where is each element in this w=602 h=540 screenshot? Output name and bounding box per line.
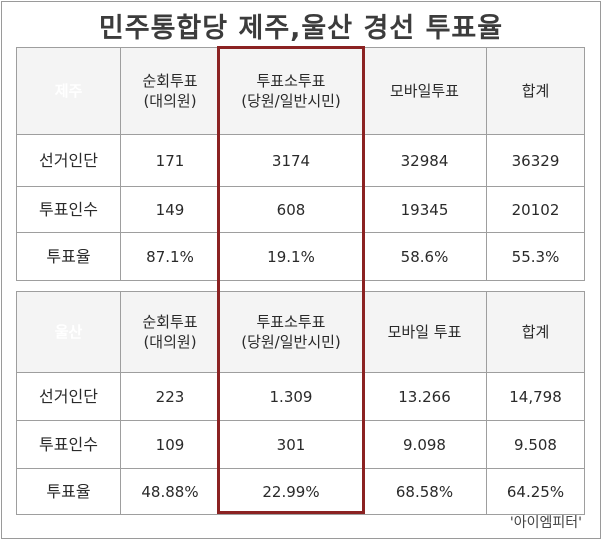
col-header-circuit-vote: 순회투표 (대의원)	[120, 291, 220, 373]
col-header-circuit-vote: 순회투표 (대의원)	[120, 47, 220, 135]
cell: 55.3%	[486, 232, 585, 281]
cell: 301	[219, 420, 363, 469]
table-row: 투표인수 149 608 19345 20102	[16, 186, 585, 233]
table-row: 선거인단 223 1.309 13.266 14,798	[16, 372, 585, 421]
col-header-polling-vote: 투표소투표 (당원/일반시민)	[219, 291, 363, 373]
region-label-ulsan: 울산	[16, 291, 121, 373]
jeju-table: 제주 순회투표 (대의원) 투표소투표 (당원/일반시민) 모바일투표 합계 선…	[16, 47, 585, 281]
col-header-mobile-vote: 모바일 투표	[362, 291, 487, 373]
cell: 608	[219, 186, 363, 233]
cell: 149	[120, 186, 220, 233]
table-header-row: 울산 순회투표 (대의원) 투표소투표 (당원/일반시민) 모바일 투표 합계	[16, 291, 585, 373]
table-row: 투표율 48.88% 22.99% 68.58% 64.25%	[16, 468, 585, 515]
cell: 223	[120, 372, 220, 421]
cell: 68.58%	[362, 468, 487, 515]
cell: 48.88%	[120, 468, 220, 515]
col-header-total: 합계	[486, 47, 585, 135]
cell: 87.1%	[120, 232, 220, 281]
cell: 9.508	[486, 420, 585, 469]
table-row: 투표인수 109 301 9.098 9.508	[16, 420, 585, 469]
cell: 1.309	[219, 372, 363, 421]
cell: 109	[120, 420, 220, 469]
row-label: 투표인수	[16, 420, 121, 469]
col-header-polling-vote: 투표소투표 (당원/일반시민)	[219, 47, 363, 135]
cell: 171	[120, 134, 220, 187]
table-row: 선거인단 171 3174 32984 36329	[16, 134, 585, 187]
cell: 58.6%	[362, 232, 487, 281]
col-header-mobile-vote: 모바일투표	[362, 47, 487, 135]
col-header-total: 합계	[486, 291, 585, 373]
cell: 19345	[362, 186, 487, 233]
row-label: 투표율	[16, 468, 121, 515]
cell: 32984	[362, 134, 487, 187]
row-label: 투표인수	[16, 186, 121, 233]
cell: 13.266	[362, 372, 487, 421]
cell: 9.098	[362, 420, 487, 469]
ulsan-table: 울산 순회투표 (대의원) 투표소투표 (당원/일반시민) 모바일 투표 합계 …	[16, 291, 585, 515]
row-label: 선거인단	[16, 372, 121, 421]
table-header-row: 제주 순회투표 (대의원) 투표소투표 (당원/일반시민) 모바일투표 합계	[16, 47, 585, 135]
table-row: 투표율 87.1% 19.1% 58.6% 55.3%	[16, 232, 585, 281]
cell: 22.99%	[219, 468, 363, 515]
cell: 14,798	[486, 372, 585, 421]
row-label: 선거인단	[16, 134, 121, 187]
source-credit: '아이엠피터'	[509, 515, 582, 531]
region-label-jeju: 제주	[16, 47, 121, 135]
row-label: 투표율	[16, 232, 121, 281]
cell: 19.1%	[219, 232, 363, 281]
cell: 64.25%	[486, 468, 585, 515]
cell: 3174	[219, 134, 363, 187]
cell: 20102	[486, 186, 585, 233]
cell: 36329	[486, 134, 585, 187]
page-title: 민주통합당 제주,울산 경선 투표율	[98, 13, 504, 44]
